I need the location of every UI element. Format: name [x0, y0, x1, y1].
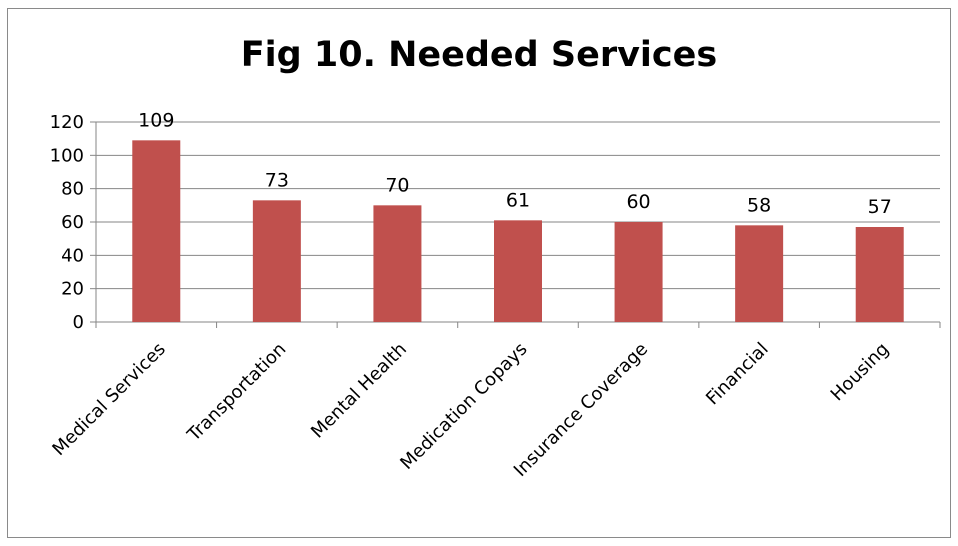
chart-title: Fig 10. Needed Services	[240, 35, 718, 75]
data-label: 58	[747, 194, 771, 216]
x-category-label: Housing	[827, 339, 894, 406]
y-tick-label: 60	[61, 212, 84, 233]
bar	[494, 220, 542, 322]
data-label: 109	[138, 109, 174, 131]
y-tick-label: 0	[73, 312, 84, 333]
data-label: 73	[265, 169, 289, 191]
bar	[855, 227, 904, 322]
bars	[132, 140, 904, 322]
data-label: 57	[868, 196, 892, 218]
x-category-label: Financial	[702, 339, 773, 410]
x-category-label: Insurance Coverage	[510, 339, 652, 481]
y-tick-label: 80	[61, 179, 84, 200]
bar	[614, 222, 663, 322]
data-label: 61	[506, 189, 530, 211]
y-tick-label: 20	[61, 279, 84, 300]
x-category-label: Medical Services	[48, 339, 169, 460]
bar	[735, 225, 784, 322]
y-tick-label: 40	[61, 245, 84, 266]
x-category-label: Mental Health	[307, 339, 411, 443]
y-tick-label: 120	[50, 112, 84, 133]
y-tick-label: 100	[50, 145, 84, 166]
bar	[252, 200, 301, 322]
x-category-label: Transportation	[183, 339, 290, 446]
bar	[132, 140, 181, 322]
data-label: 60	[626, 191, 650, 213]
bar	[373, 205, 422, 322]
data-label: 70	[385, 174, 409, 196]
x-category-label: Medication Copays	[396, 339, 531, 474]
